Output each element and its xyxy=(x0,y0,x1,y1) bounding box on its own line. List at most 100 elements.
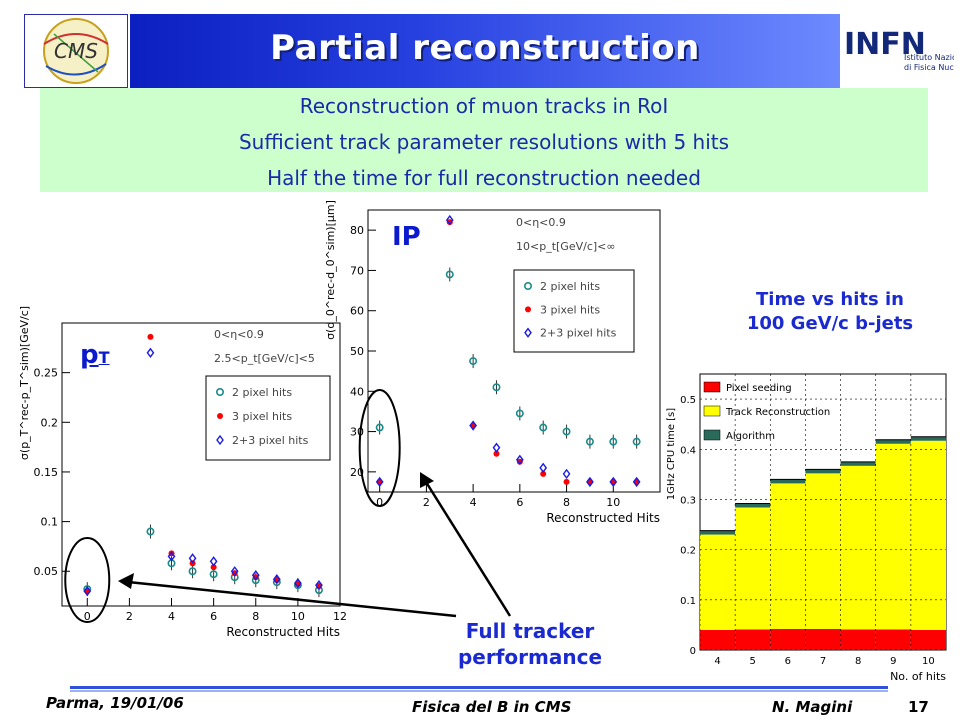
y-tick-label: 0.15 xyxy=(34,466,59,479)
infn-logo: INFN Istituto Nazionale di Fisica Nuclea… xyxy=(842,20,960,80)
bar-segment xyxy=(805,469,841,474)
footer-rule xyxy=(70,686,888,689)
legend-swatch xyxy=(703,429,721,441)
data-point xyxy=(609,476,618,488)
data-point xyxy=(167,551,176,562)
y-tick-label: 60 xyxy=(350,305,364,318)
data-point xyxy=(446,219,453,226)
data-point xyxy=(230,566,239,577)
y-axis-label: 1GHz CPU time [s] xyxy=(666,408,677,500)
data-point xyxy=(251,570,260,581)
y-tick-label: 0.25 xyxy=(34,367,59,380)
y-tick-label: 80 xyxy=(350,224,364,237)
data-point xyxy=(231,570,238,577)
x-tick-label: 2 xyxy=(423,496,430,509)
data-point xyxy=(445,214,454,226)
x-tick-label: 4 xyxy=(714,656,720,667)
legend-label: 3 pixel hits xyxy=(540,303,600,316)
data-point xyxy=(294,577,302,589)
highlight-ellipse xyxy=(64,537,111,623)
bar-segment xyxy=(840,465,876,630)
bar-segment xyxy=(735,629,771,650)
arrow-line xyxy=(127,580,457,618)
x-axis-label: No. of hits xyxy=(890,670,946,683)
data-point xyxy=(524,327,532,338)
data-point xyxy=(493,450,500,457)
data-point xyxy=(146,347,155,358)
data-point xyxy=(539,462,548,473)
legend-label: 3 pixel hits xyxy=(232,410,292,423)
data-point xyxy=(515,409,524,418)
data-point xyxy=(209,570,218,579)
legend-label: 2 pixel hits xyxy=(540,280,600,293)
x-tick-label: 2 xyxy=(126,610,133,623)
infn-subtitle-2: di Fisica Nucleare xyxy=(904,63,954,72)
pt-label: pT xyxy=(80,340,110,370)
footer-rule-shadow xyxy=(70,690,888,692)
x-tick-label: 12 xyxy=(333,610,347,623)
legend-label: 2 pixel hits xyxy=(232,386,292,399)
x-tick-label: 4 xyxy=(470,496,477,509)
data-point xyxy=(609,437,618,446)
data-point xyxy=(540,470,547,477)
bar-segment xyxy=(770,479,806,484)
highlight-ellipse xyxy=(358,389,401,507)
bar-segment xyxy=(840,629,876,650)
bar-segment xyxy=(910,436,946,441)
legend-swatch xyxy=(703,381,721,393)
data-point xyxy=(147,333,154,340)
x-tick-label: 9 xyxy=(890,656,896,667)
y-tick-label: 0.1 xyxy=(680,596,696,607)
annotation-overlay xyxy=(64,389,512,623)
footer-talk-title: Fisica del B in CMS xyxy=(412,698,572,716)
data-point xyxy=(492,442,501,453)
x-tick-label: 10 xyxy=(606,496,620,509)
tracker-note: Full tracker performance xyxy=(418,618,642,670)
bar-segment xyxy=(805,473,841,629)
data-point xyxy=(210,564,217,571)
data-point xyxy=(209,556,218,567)
data-point xyxy=(83,585,92,597)
x-axis-label: Reconstructed Hits xyxy=(226,625,340,639)
x-tick-label: 0 xyxy=(84,610,91,623)
x-tick-label: 8 xyxy=(252,610,259,623)
y-tick-label: 0 xyxy=(690,646,696,657)
legend-label: Track Reconstruction xyxy=(725,407,830,418)
x-tick-label: 8 xyxy=(563,496,570,509)
data-point xyxy=(252,574,259,581)
y-tick-label: 0.1 xyxy=(41,516,59,529)
data-point xyxy=(375,423,384,432)
x-tick-label: 10 xyxy=(291,610,305,623)
arrow-line xyxy=(424,481,512,617)
plot-frame xyxy=(61,322,341,607)
bar-segment xyxy=(700,530,736,535)
legend-box xyxy=(513,269,635,353)
legend-label: 2+3 pixel hits xyxy=(232,434,309,447)
cpu-time-chart: 4 5 6 7 8 9 10 0 0.1 0.2 0.3 0.4 0.5 No. of hits 1GHz … xyxy=(666,373,947,683)
y-axis-label: σ(d_0^rec-d_0^sim)[μm] xyxy=(324,200,337,340)
bar-segment xyxy=(700,534,736,630)
legend-box xyxy=(205,375,331,461)
y-tick-label: 0.2 xyxy=(41,416,59,429)
data-point xyxy=(562,468,571,480)
data-point xyxy=(216,387,225,396)
x-tick-label: 8 xyxy=(855,656,861,667)
bar-segment xyxy=(805,628,841,650)
data-point xyxy=(515,454,524,465)
x-tick-label: 6 xyxy=(210,610,217,623)
legend-label: 2+3 pixel hits xyxy=(540,327,617,340)
legend-label: Algorithm xyxy=(726,431,775,442)
x-tick-label: 6 xyxy=(516,496,523,509)
y-tick-label: 70 xyxy=(350,264,364,277)
time-note: Time vs hits in 100 GeV/c b-jets xyxy=(700,288,960,336)
bar-segment xyxy=(770,483,806,629)
bar-segment xyxy=(910,440,946,630)
time-note-line: 100 GeV/c b-jets xyxy=(746,313,914,334)
data-point xyxy=(445,270,454,279)
x-tick-label: 6 xyxy=(785,656,791,667)
data-point xyxy=(525,306,531,313)
x-tick-label: 4 xyxy=(168,610,175,623)
chart-annotation: 0<η<0.9 xyxy=(214,328,264,341)
